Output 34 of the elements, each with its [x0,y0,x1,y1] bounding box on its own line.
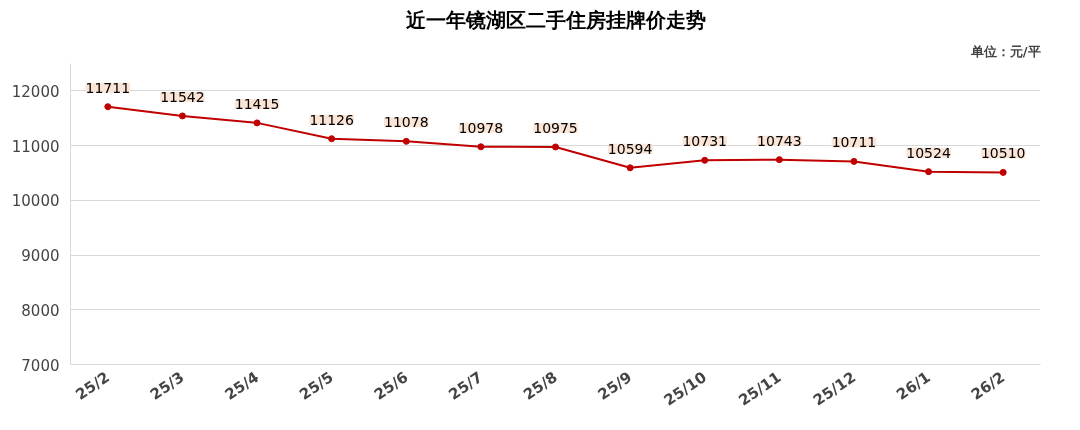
data-label: 10731 [682,133,728,150]
data-label: 11542 [160,88,205,105]
point [253,119,261,127]
point [104,103,112,111]
point [178,112,186,120]
y-tick-label: 8000 [21,301,60,320]
data-label: 10524 [906,144,951,161]
data-label: 10978 [458,119,504,136]
data-label: 10743 [757,132,802,149]
data-label: 11126 [309,111,355,128]
point [477,143,485,151]
point [775,156,783,164]
point [626,164,634,172]
data-label: 10510 [980,145,1026,162]
point [402,137,410,145]
y-tick-label: 7000 [21,356,60,375]
chart-title: 近一年镜湖区二手住房挂牌价走势 [404,7,706,32]
text: 单位：元/平 [969,43,1041,59]
data-label: 11078 [384,114,429,131]
y-tick-label: 12000 [11,82,60,101]
point [999,168,1007,176]
point [328,135,336,143]
point [701,156,709,164]
y-tick-label: 11000 [11,137,60,156]
y-tick-label: 9000 [21,247,60,266]
point [850,157,858,165]
data-label: 11415 [234,95,280,112]
y-tick-label: 10000 [11,192,60,211]
data-label: 10594 [607,140,653,157]
point [925,168,933,176]
point [552,143,559,151]
data-label: 10975 [533,119,578,136]
data-label: 11711 [85,79,131,96]
data-label: 10711 [831,134,877,151]
